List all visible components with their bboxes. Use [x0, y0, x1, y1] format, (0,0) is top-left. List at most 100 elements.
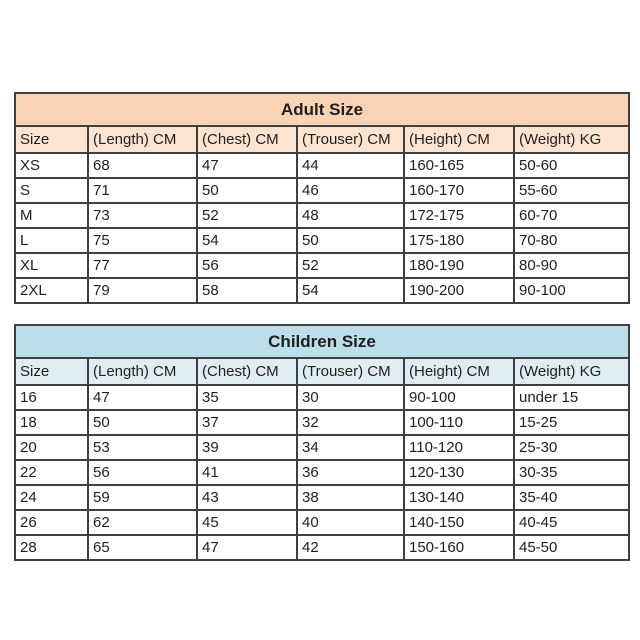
adult-size-table: Adult Size Size (Length) CM (Chest) CM (… — [13, 92, 631, 304]
table-cell: 62 — [87, 509, 198, 536]
table-cell: 68 — [87, 152, 198, 179]
children-table-title: Children Size — [14, 324, 630, 359]
children-column-header-size: Size — [14, 357, 89, 386]
table-cell: 32 — [296, 409, 405, 436]
table-row: S 71 50 46 160-170 55-60 — [14, 177, 631, 204]
table-cell: 26 — [14, 509, 89, 536]
table-cell: 35-40 — [513, 484, 630, 511]
table-row: 18 50 37 32 100-110 15-25 — [14, 409, 630, 436]
children-column-header-trouser: (Trouser) CM — [296, 357, 405, 386]
table-cell: 100-110 — [403, 409, 515, 436]
table-cell: 90-100 — [512, 277, 631, 304]
table-cell: 42 — [296, 534, 405, 561]
table-cell: 30 — [296, 384, 405, 411]
table-row: 16 47 35 30 90-100 under 15 — [14, 384, 630, 411]
children-header-row: Size (Length) CM (Chest) CM (Trouser) CM… — [14, 357, 630, 386]
children-column-header-height: (Height) CM — [403, 357, 515, 386]
table-cell: S — [14, 177, 89, 204]
table-cell: 79 — [87, 277, 198, 304]
children-column-header-weight: (Weight) KG — [513, 357, 630, 386]
children-title-row: Children Size — [14, 324, 630, 359]
table-row: 28 65 47 42 150-160 45-50 — [14, 534, 630, 561]
table-cell: 47 — [87, 384, 198, 411]
table-cell: 180-190 — [403, 252, 515, 279]
table-cell: 50 — [296, 227, 405, 254]
table-cell: 50-60 — [512, 152, 631, 179]
table-cell: under 15 — [513, 384, 630, 411]
table-cell: 55-60 — [512, 177, 631, 204]
table-cell: 70-80 — [512, 227, 631, 254]
table-row: L 75 54 50 175-180 70-80 — [14, 227, 631, 254]
table-cell: 25-30 — [513, 434, 630, 461]
table-cell: 15-25 — [513, 409, 630, 436]
table-cell: 73 — [87, 202, 198, 229]
table-cell: 2XL — [14, 277, 89, 304]
table-cell: 56 — [196, 252, 298, 279]
table-cell: 160-170 — [403, 177, 515, 204]
table-row: 24 59 43 38 130-140 35-40 — [14, 484, 630, 511]
table-cell: 160-165 — [403, 152, 515, 179]
children-size-table: Children Size Size (Length) CM (Chest) C… — [14, 324, 630, 561]
table-cell: 44 — [296, 152, 405, 179]
table-row: 22 56 41 36 120-130 30-35 — [14, 459, 630, 486]
table-cell: 45-50 — [513, 534, 630, 561]
table-cell: 172-175 — [403, 202, 515, 229]
table-cell: 40 — [296, 509, 405, 536]
table-cell: 24 — [14, 484, 89, 511]
children-column-header-length: (Length) CM — [87, 357, 198, 386]
table-cell: 28 — [14, 534, 89, 561]
children-column-header-chest: (Chest) CM — [196, 357, 298, 386]
table-cell: 90-100 — [403, 384, 515, 411]
table-cell: 130-140 — [403, 484, 515, 511]
table-cell: 45 — [196, 509, 298, 536]
table-row: XL 77 56 52 180-190 80-90 — [14, 252, 631, 279]
table-cell: 77 — [87, 252, 198, 279]
adult-table-title: Adult Size — [13, 92, 631, 127]
table-cell: 80-90 — [512, 252, 631, 279]
adult-column-header-height: (Height) CM — [403, 125, 515, 154]
table-cell: 190-200 — [403, 277, 515, 304]
table-cell: 120-130 — [403, 459, 515, 486]
table-cell: 41 — [196, 459, 298, 486]
table-cell: 37 — [196, 409, 298, 436]
table-row: XS 68 47 44 160-165 50-60 — [14, 152, 631, 179]
table-cell: 75 — [87, 227, 198, 254]
table-cell: 53 — [87, 434, 198, 461]
table-cell: 56 — [87, 459, 198, 486]
table-cell: 48 — [296, 202, 405, 229]
adult-title-row: Adult Size — [13, 92, 631, 127]
table-cell: 20 — [14, 434, 89, 461]
table-cell: 16 — [14, 384, 89, 411]
table-cell: XS — [14, 152, 89, 179]
table-cell: 47 — [196, 534, 298, 561]
table-cell: 175-180 — [403, 227, 515, 254]
table-cell: 34 — [296, 434, 405, 461]
table-cell: 71 — [87, 177, 198, 204]
adult-column-header-size: Size — [14, 125, 89, 154]
table-cell: 38 — [296, 484, 405, 511]
table-cell: 35 — [196, 384, 298, 411]
table-cell: 43 — [196, 484, 298, 511]
table-cell: 54 — [296, 277, 405, 304]
table-cell: 50 — [87, 409, 198, 436]
adult-column-header-weight: (Weight) KG — [512, 125, 631, 154]
table-cell: 65 — [87, 534, 198, 561]
table-cell: 50 — [196, 177, 298, 204]
table-cell: 52 — [296, 252, 405, 279]
table-cell: 140-150 — [403, 509, 515, 536]
table-row: M 73 52 48 172-175 60-70 — [14, 202, 631, 229]
adult-column-header-chest: (Chest) CM — [196, 125, 298, 154]
table-cell: 22 — [14, 459, 89, 486]
table-cell: 110-120 — [403, 434, 515, 461]
table-row: 20 53 39 34 110-120 25-30 — [14, 434, 630, 461]
adult-header-row: Size (Length) CM (Chest) CM (Trouser) CM… — [14, 125, 631, 154]
adult-column-header-trouser: (Trouser) CM — [296, 125, 405, 154]
table-row: 2XL 79 58 54 190-200 90-100 — [14, 277, 631, 304]
table-cell: 46 — [296, 177, 405, 204]
table-cell: 40-45 — [513, 509, 630, 536]
table-cell: 59 — [87, 484, 198, 511]
table-cell: 18 — [14, 409, 89, 436]
table-cell: 47 — [196, 152, 298, 179]
table-cell: XL — [14, 252, 89, 279]
